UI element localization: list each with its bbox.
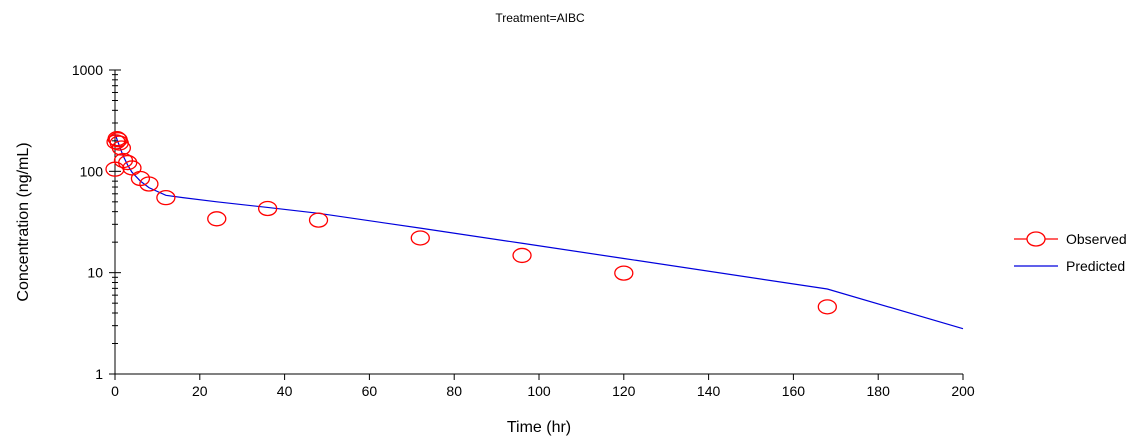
- legend-predicted-label: Predicted: [1066, 258, 1125, 274]
- legend-observed-marker: [1026, 231, 1046, 247]
- observed-point: [410, 230, 430, 246]
- observed-point: [817, 299, 837, 315]
- x-tick-label: 160: [782, 383, 806, 399]
- x-tick-label: 100: [527, 383, 551, 399]
- x-tick-label: 140: [697, 383, 721, 399]
- series-layer: [105, 131, 964, 330]
- observed-point: [614, 265, 634, 281]
- observed-point: [512, 247, 532, 264]
- observed-point: [111, 140, 132, 156]
- y-tick-label: 100: [80, 163, 104, 179]
- observed-point: [118, 154, 138, 171]
- x-tick-label: 20: [192, 383, 208, 399]
- x-tick-label: 60: [362, 383, 378, 399]
- y-tick-label: 1000: [72, 62, 103, 78]
- y-tick-label: 1: [95, 366, 103, 382]
- observed-point: [207, 211, 227, 227]
- x-tick-label: 180: [867, 383, 891, 399]
- x-tick-label: 80: [446, 383, 462, 399]
- x-tick-label: 40: [277, 383, 293, 399]
- x-axis-title: Time (hr): [507, 419, 571, 436]
- chart-title: Treatment=AIBC: [495, 11, 585, 25]
- observed-point: [257, 200, 278, 217]
- y-tick-label: 10: [87, 265, 103, 281]
- x-tick-label: 0: [111, 383, 119, 399]
- legend-observed-label: Observed: [1066, 231, 1127, 247]
- x-tick-label: 120: [612, 383, 636, 399]
- legend: Observed Predicted: [1014, 231, 1127, 274]
- predicted-line: [114, 134, 964, 330]
- y-axis-title: Concentration (ng/mL): [15, 142, 32, 301]
- axes: 0 20 40 60 80 100 120 140 160 180 200 1 10 100 1000: [72, 62, 975, 399]
- observed-point: [139, 176, 159, 192]
- observed-point: [308, 212, 329, 228]
- x-tick-label: 200: [951, 383, 975, 399]
- observed-point: [156, 189, 176, 206]
